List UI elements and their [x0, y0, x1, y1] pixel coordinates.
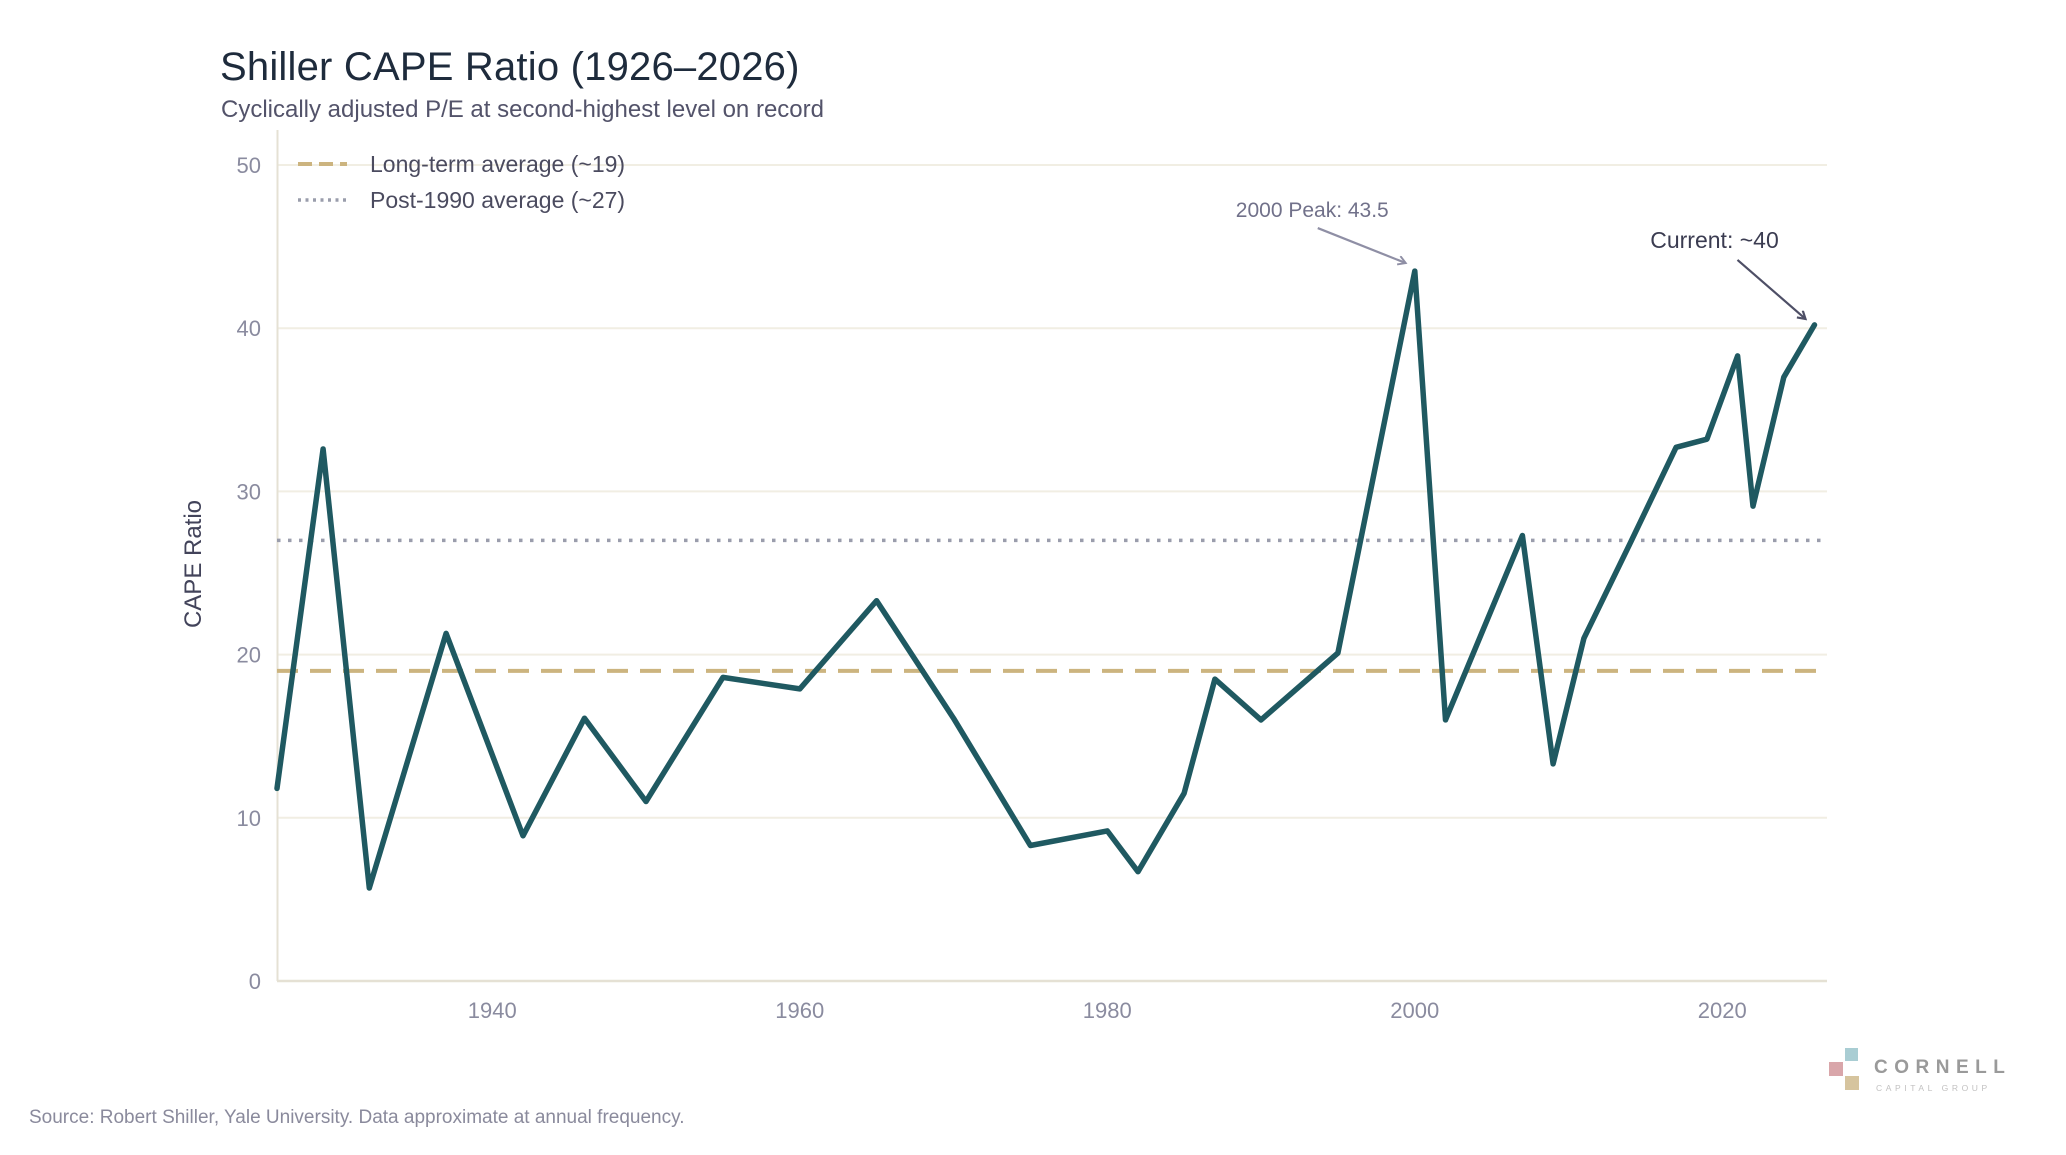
x-tick-label: 1940 — [468, 998, 517, 1023]
annotation-label: Current: ~40 — [1650, 227, 1779, 253]
logo-name: CORNELL — [1874, 1057, 2012, 1078]
logo-squares-icon — [1829, 1048, 1861, 1092]
x-tick-label: 1960 — [775, 998, 824, 1023]
logo-square-icon — [1829, 1062, 1843, 1076]
y-tick-label: 50 — [237, 153, 261, 178]
y-axis-label: CAPE Ratio — [180, 499, 207, 629]
chart-subtitle: Cyclically adjusted P/E at second-highes… — [221, 96, 824, 123]
chart-title: Shiller CAPE Ratio (1926–2026) — [220, 45, 800, 89]
annotation-arrow-icon — [1317, 227, 1406, 263]
cape-ratio-line — [274, 268, 1818, 891]
legend-label: Long-term average (~19) — [370, 151, 625, 177]
annotation-label: 2000 Peak: 43.5 — [1236, 199, 1389, 222]
logo-square-icon — [1845, 1048, 1858, 1061]
y-tick-label: 30 — [237, 479, 261, 504]
x-tick-label: 1980 — [1083, 998, 1132, 1023]
cornell-logo: CORNELL CAPITAL GROUP — [1829, 1048, 2011, 1093]
annotation-arrow-icon — [1736, 259, 1806, 319]
logo-square-icon — [1845, 1076, 1859, 1090]
y-tick-label: 20 — [237, 643, 261, 668]
y-tick-label: 0 — [249, 969, 261, 994]
logo-tagline: CAPITAL GROUP — [1876, 1083, 1991, 1093]
source-note: Source: Robert Shiller, Yale University.… — [29, 1107, 685, 1128]
x-tick-label: 2020 — [1698, 998, 1747, 1023]
y-tick-label: 40 — [237, 316, 261, 341]
y-tick-label: 10 — [237, 806, 261, 831]
x-tick-label: 2000 — [1390, 998, 1439, 1023]
legend-label: Post-1990 average (~27) — [370, 187, 625, 213]
